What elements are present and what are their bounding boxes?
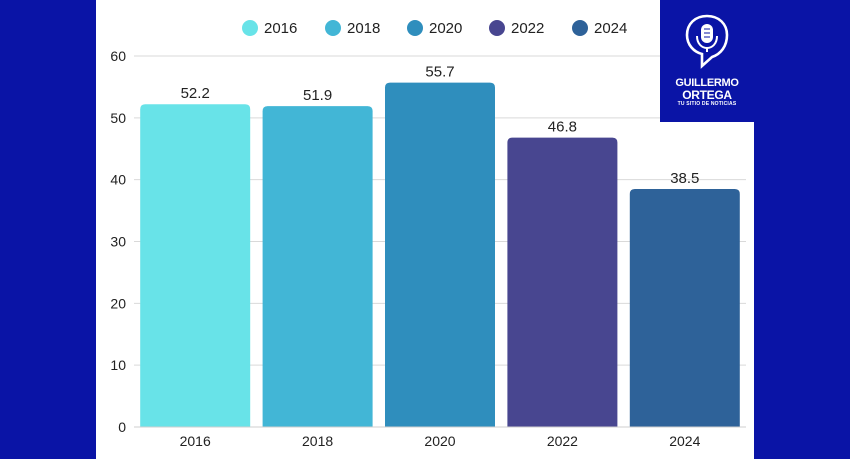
chart-panel: 0 10 20 30 40 50 60 52.2 2016 51.9 2018 55.7 2020 46.… — [96, 0, 754, 459]
x-tick-label: 2020 — [424, 433, 455, 449]
legend-label: 2022 — [511, 20, 544, 37]
x-tick-label: 2024 — [669, 433, 700, 449]
data-label: 38.5 — [670, 170, 699, 187]
y-tick-label: 60 — [110, 48, 126, 64]
legend-label: 2024 — [594, 20, 627, 37]
x-tick-label: 2016 — [180, 433, 211, 449]
logo-tagline: TU SITIO DE NOTICIAS — [677, 101, 737, 107]
legend-swatch — [407, 20, 423, 36]
bar-chart: 0 10 20 30 40 50 60 52.2 2016 51.9 2018 55.7 2020 46.… — [110, 20, 746, 449]
data-label: 51.9 — [303, 87, 332, 104]
x-tick-label: 2022 — [547, 433, 578, 449]
microphone-icon — [685, 14, 729, 69]
data-label: 46.8 — [548, 119, 577, 136]
y-tick-label: 40 — [110, 172, 126, 188]
legend-swatch — [325, 20, 341, 36]
legend-label: 2016 — [264, 20, 297, 37]
x-tick-label: 2018 — [302, 433, 333, 449]
logo-name-first: GUILLERMO — [675, 77, 739, 89]
bar — [262, 106, 373, 428]
logo-name-last: ORTEGA — [682, 88, 732, 102]
y-tick-label: 50 — [110, 110, 126, 126]
legend-label: 2018 — [347, 20, 380, 37]
bar — [507, 137, 618, 427]
legend-label: 2020 — [429, 20, 462, 37]
data-label: 55.7 — [425, 64, 454, 81]
legend-swatch — [572, 20, 588, 36]
y-tick-label: 30 — [110, 234, 126, 250]
brand-logo: GUILLERMO ORTEGA TU SITIO DE NOTICIAS — [660, 0, 754, 122]
bar — [629, 188, 740, 427]
y-tick-label: 0 — [118, 419, 126, 435]
legend-swatch — [242, 20, 258, 36]
data-label: 52.2 — [181, 85, 210, 102]
legend-swatch — [489, 20, 505, 36]
y-tick-label: 20 — [110, 295, 126, 311]
bar — [385, 82, 495, 428]
y-tick-label: 10 — [110, 357, 126, 373]
bar — [140, 104, 251, 427]
